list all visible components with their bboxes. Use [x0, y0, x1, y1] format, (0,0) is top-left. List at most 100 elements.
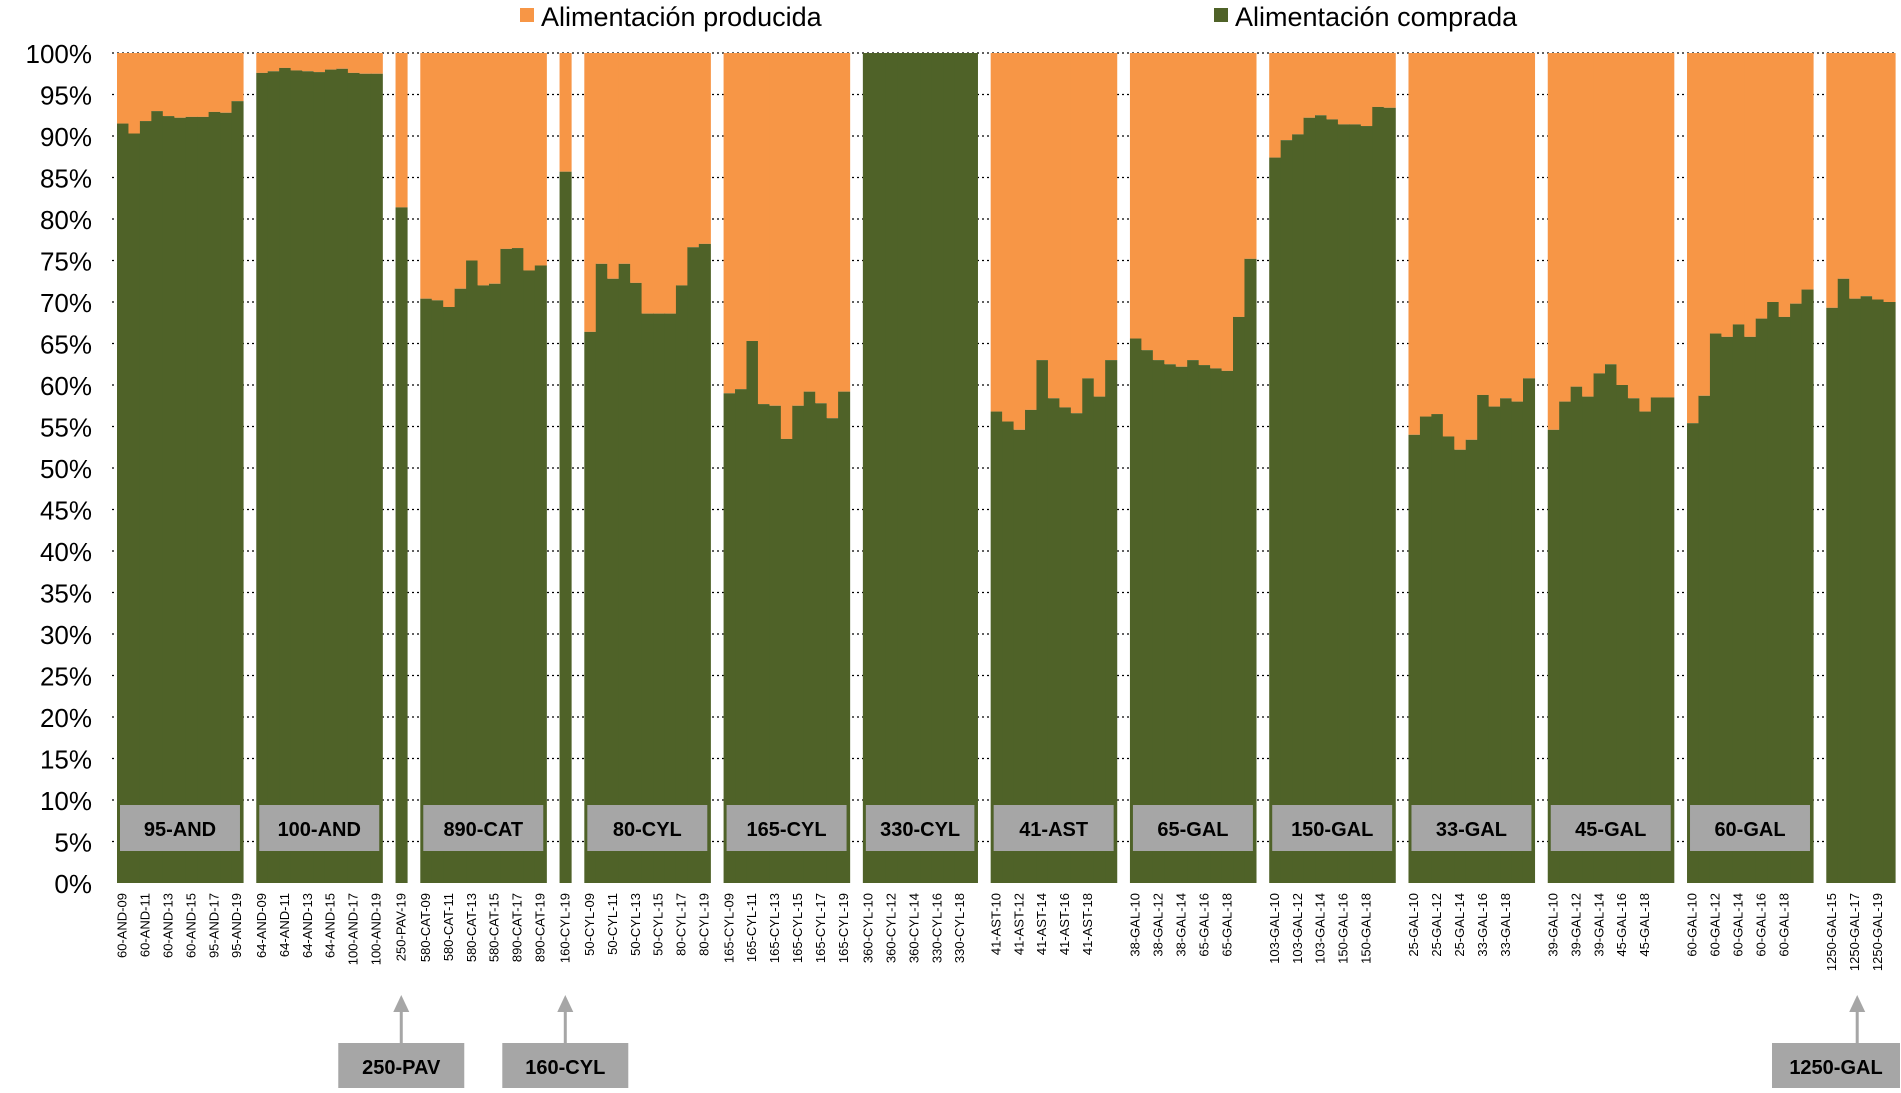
y-tick-label: 45%	[40, 496, 92, 526]
bar-produced	[675, 53, 688, 286]
bar-produced	[1488, 53, 1501, 407]
x-tick-label: 41-AST-10	[988, 893, 1003, 955]
x-tick-label: 80-CYL-17	[674, 893, 689, 956]
x-tick-label: 165-CYL-17	[813, 893, 828, 963]
bar-purchased	[1047, 398, 1060, 883]
bar-produced	[1826, 53, 1839, 308]
x-tick-label: 360-CYL-14	[906, 893, 921, 963]
bar-purchased	[1465, 439, 1478, 883]
y-tick-label: 15%	[40, 745, 92, 775]
bar-purchased	[1790, 303, 1803, 883]
callout-arrowhead	[557, 995, 574, 1012]
x-tick-label: 33-GAL-16	[1475, 893, 1490, 957]
x-axis: 60-AND-09 60-AND-11 60-AND-13 60-AND-15 95-A…	[115, 893, 1885, 971]
bar-produced	[1093, 53, 1106, 397]
bar-purchased	[1360, 126, 1373, 884]
callout-label: 250-PAV	[362, 1057, 441, 1079]
bar-produced	[653, 53, 666, 314]
y-tick-label: 100%	[26, 39, 93, 69]
bar-produced	[1511, 53, 1524, 402]
bar-purchased	[347, 72, 360, 884]
bar-purchased	[1013, 429, 1026, 883]
bar-purchased	[511, 248, 524, 884]
bar-produced	[279, 53, 292, 68]
callout-arrowhead	[393, 995, 410, 1012]
bar-purchased	[500, 248, 513, 883]
bar-produced	[1198, 53, 1211, 366]
bar-produced	[336, 53, 349, 69]
bar-purchased	[757, 404, 770, 883]
y-tick-label: 55%	[40, 413, 92, 443]
bar-purchased	[1744, 336, 1757, 883]
callout-label: 160-CYL	[525, 1057, 605, 1079]
bar-purchased	[1721, 336, 1734, 883]
bar-produced	[723, 53, 736, 394]
x-tick-label: 100-AND-17	[346, 893, 361, 965]
bar-produced	[1383, 53, 1396, 108]
callout-box	[338, 1043, 465, 1089]
bar-produced	[1883, 53, 1896, 302]
bar-purchased	[1826, 307, 1839, 883]
bar-purchased	[1639, 411, 1652, 883]
bar-purchased	[1801, 289, 1814, 883]
bar-purchased	[1337, 124, 1350, 883]
bar-produced	[443, 53, 456, 307]
bar-produced	[803, 53, 816, 392]
bar-purchased	[370, 73, 383, 883]
bar-produced	[1025, 53, 1038, 410]
x-tick-label: 1250-GAL-19	[1870, 893, 1885, 971]
x-tick-label: 60-GAL-14	[1731, 893, 1746, 957]
bar-purchased	[1511, 401, 1524, 883]
bar-purchased	[1662, 397, 1675, 883]
bar-purchased	[1233, 316, 1246, 883]
bar-purchased	[584, 331, 597, 883]
group-label-box	[1690, 805, 1810, 851]
bar-produced	[1570, 53, 1583, 387]
callout-label: 1250-GAL	[1789, 1057, 1882, 1079]
bar-produced	[1372, 53, 1385, 107]
bar-produced	[197, 53, 210, 117]
x-tick-label: 39-GAL-14	[1591, 893, 1606, 957]
bar-produced	[1593, 53, 1606, 374]
x-tick-label: 580-CAT-11	[441, 893, 456, 961]
bar-purchased	[1280, 140, 1293, 883]
bar-purchased	[1687, 423, 1700, 883]
bar-purchased	[267, 71, 280, 883]
bar-produced	[420, 53, 433, 299]
x-tick-label: 25-GAL-12	[1429, 893, 1444, 957]
bar-purchased	[1582, 396, 1595, 883]
bar-purchased	[1244, 258, 1257, 884]
bar-produced	[1744, 53, 1757, 337]
bar-purchased	[185, 116, 198, 883]
bar-produced	[290, 53, 303, 71]
x-tick-label: 330-CYL-16	[929, 893, 944, 963]
bar-produced	[826, 53, 839, 419]
x-tick-label: 165-CYL-09	[721, 893, 736, 963]
x-tick-label: 95-AND-17	[206, 893, 221, 958]
bar-produced	[267, 53, 280, 72]
bar-produced	[1059, 53, 1072, 408]
x-tick-label: 103-GAL-10	[1267, 893, 1282, 964]
bar-produced	[1233, 53, 1246, 317]
bar-purchased	[1755, 318, 1768, 884]
bar-produced	[1408, 53, 1421, 435]
x-tick-label: 25-GAL-14	[1452, 893, 1467, 957]
bar-purchased	[943, 53, 956, 883]
bar-produced	[1767, 53, 1780, 302]
bar-purchased	[698, 243, 711, 883]
bar-produced	[1105, 53, 1118, 361]
group-label-box	[120, 805, 240, 851]
bar-produced	[1662, 53, 1675, 398]
bar-produced	[584, 53, 597, 332]
bar-produced	[489, 53, 502, 284]
bar-produced	[395, 53, 408, 208]
bar-purchased	[231, 101, 244, 883]
bar-produced	[618, 53, 631, 264]
bar-purchased	[1650, 397, 1663, 883]
bar-produced	[128, 53, 141, 134]
bar-purchased	[1303, 117, 1316, 884]
bar-produced	[1790, 53, 1803, 304]
bar-purchased	[1627, 398, 1640, 883]
bar-produced	[1070, 53, 1083, 414]
bar-produced	[792, 53, 805, 406]
